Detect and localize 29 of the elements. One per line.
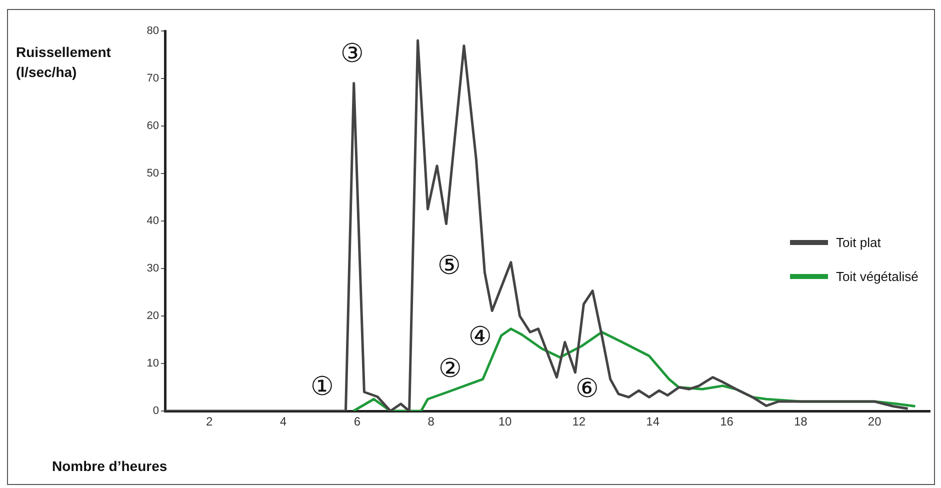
- x-tick-label: 2: [206, 414, 214, 429]
- annotation: ①: [310, 372, 334, 402]
- annotation: ⑥: [576, 374, 598, 404]
- y-tick-label: 50: [146, 168, 159, 180]
- y-tick-label: 70: [146, 72, 159, 85]
- annotation: ④: [468, 322, 492, 352]
- y-tick-label: 0: [152, 405, 159, 418]
- y-axis-title: Ruissellement (l/sec/ha): [16, 43, 112, 82]
- x-tick-label: 18: [794, 414, 808, 429]
- y-tick-label: 10: [146, 358, 159, 370]
- legend-label: Toit végétalisé: [836, 268, 918, 284]
- annotation: ②: [438, 354, 462, 384]
- y-tick-label: 30: [146, 262, 159, 275]
- x-tick-label: 12: [572, 414, 586, 429]
- x-tick-label: 10: [498, 414, 512, 429]
- x-tick-label: 16: [720, 414, 734, 429]
- y-tick-label: 80: [146, 25, 159, 38]
- x-tick-label: 4: [280, 414, 287, 429]
- x-tick-label: 6: [354, 414, 361, 429]
- y-tick-label: 20: [146, 310, 159, 322]
- y-tick-label: 40: [146, 215, 159, 228]
- x-tick-label: 8: [428, 414, 435, 429]
- x-axis-title: Nombre d’heures: [52, 458, 168, 474]
- y-tick-label: 60: [146, 120, 159, 132]
- annotation: ③: [340, 38, 364, 69]
- annotation: ⑤: [438, 250, 460, 281]
- legend-label: Toit plat: [836, 234, 881, 250]
- x-tick-label: 14: [646, 414, 660, 429]
- x-tick-label: 20: [868, 414, 882, 429]
